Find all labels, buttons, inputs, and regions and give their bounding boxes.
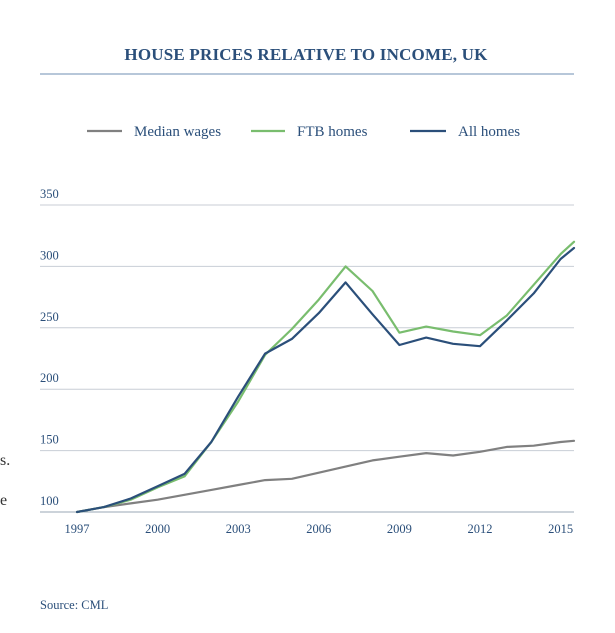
grid <box>40 204 574 513</box>
series-line-ftb-homes <box>75 240 576 514</box>
chart-title: HOUSE PRICES RELATIVE TO INCOME, UK <box>124 45 488 64</box>
legend-label-median-wages: Median wages <box>134 124 221 140</box>
series-lines <box>75 240 576 514</box>
x-tick-label: 1997 <box>65 522 90 536</box>
y-tick-label: 350 <box>40 187 59 201</box>
y-tick-label: 200 <box>40 371 59 385</box>
x-tick-label: 2000 <box>145 522 170 536</box>
x-tick-label: 2003 <box>226 522 251 536</box>
x-tick-label: 2015 <box>548 522 573 536</box>
x-tick-label: 2012 <box>467 522 492 536</box>
x-axis-ticks: 1997 2000 2003 2006 2009 2012 2015 <box>65 522 574 536</box>
series-line-median-wages <box>75 439 576 514</box>
source-note: Source: CML <box>40 598 108 612</box>
x-tick-label: 2006 <box>306 522 331 536</box>
x-tick-label: 2009 <box>387 522 412 536</box>
cropped-text-fragment-1: s. <box>0 452 10 469</box>
legend-label-all-homes: All homes <box>458 124 520 140</box>
y-tick-label: 300 <box>40 248 59 262</box>
y-tick-label: 250 <box>40 310 59 324</box>
y-tick-label: 100 <box>40 494 59 508</box>
y-tick-label: 150 <box>40 433 59 447</box>
legend-label-ftb-homes: FTB homes <box>297 124 368 140</box>
series-line-all-homes <box>75 246 576 514</box>
legend: Median wages FTB homes All homes <box>87 124 520 140</box>
y-axis-ticks: 100 150 200 250 300 350 <box>40 187 59 508</box>
cropped-text-fragment-2: e <box>0 492 7 509</box>
